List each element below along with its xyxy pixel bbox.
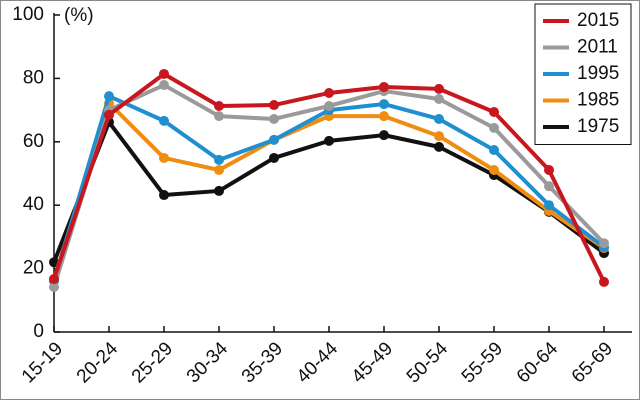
data-point (159, 190, 169, 201)
data-point (324, 87, 334, 98)
x-tick-label: 30-34 (183, 338, 233, 388)
x-tick-label: 60-64 (513, 338, 563, 388)
data-point (544, 200, 554, 211)
data-point (379, 130, 389, 141)
data-point (214, 165, 224, 176)
data-point (159, 68, 169, 79)
data-point (324, 100, 334, 111)
y-tick-label: 40 (23, 194, 44, 215)
x-tick-label: 65-69 (568, 338, 617, 387)
data-point (49, 281, 59, 292)
data-point (379, 81, 389, 92)
data-point (214, 154, 224, 165)
x-tick-label: 45-49 (348, 338, 397, 387)
y-tick-label: 20 (23, 258, 44, 279)
y-tick-label: 80 (23, 67, 44, 88)
y-axis-label: (%) (64, 5, 94, 26)
data-point (434, 131, 444, 142)
y-tick-label: 60 (23, 131, 44, 152)
x-tick-label: 35-39 (238, 338, 287, 387)
data-point (159, 152, 169, 163)
y-tick-label: 100 (12, 4, 44, 25)
data-point (434, 83, 444, 94)
data-point (489, 165, 499, 176)
legend-label: 1995 (577, 63, 619, 84)
data-point (379, 111, 389, 122)
x-tick-label: 15-19 (18, 338, 67, 387)
x-tick-label: 55-59 (458, 338, 507, 387)
data-point (544, 165, 554, 176)
legend-label: 2011 (577, 37, 618, 58)
data-point (324, 135, 334, 146)
x-tick-label: 20-24 (73, 338, 123, 388)
data-point (434, 141, 444, 152)
data-point (489, 145, 499, 156)
x-tick-label: 25-29 (128, 338, 177, 387)
data-point (599, 238, 609, 249)
series-line (52, 101, 606, 280)
data-point (269, 152, 279, 163)
data-point (49, 274, 59, 285)
data-point (544, 181, 554, 192)
data-point (599, 276, 609, 287)
x-tick-label: 40-44 (293, 338, 343, 388)
data-point (214, 111, 224, 122)
data-point (489, 107, 499, 118)
data-point (104, 109, 114, 120)
legend-label: 1975 (577, 116, 619, 137)
legend-label: 1985 (577, 90, 619, 111)
data-point (269, 113, 279, 124)
data-point (434, 113, 444, 124)
y-tick-label: 0 (33, 321, 44, 342)
data-point (159, 80, 169, 91)
data-point (379, 99, 389, 110)
legend-label: 2015 (577, 10, 619, 31)
data-point (269, 134, 279, 145)
data-point (214, 100, 224, 111)
x-tick-label: 50-54 (403, 338, 453, 388)
data-point (104, 91, 114, 102)
data-point (269, 100, 279, 111)
data-point (434, 94, 444, 105)
data-point (214, 185, 224, 196)
data-point (489, 122, 499, 133)
data-point (159, 115, 169, 126)
